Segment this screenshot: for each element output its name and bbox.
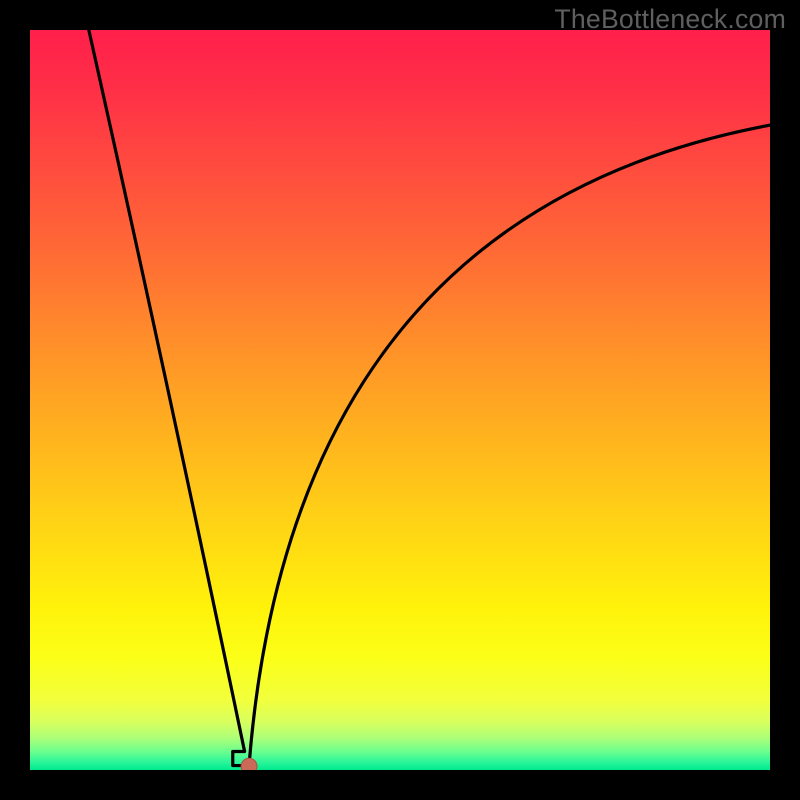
plot-svg: [30, 30, 770, 770]
watermark-text: TheBottleneck.com: [554, 4, 786, 35]
chart-frame: TheBottleneck.com: [0, 0, 800, 800]
gradient-background: [30, 30, 770, 770]
minimum-marker: [241, 758, 257, 770]
